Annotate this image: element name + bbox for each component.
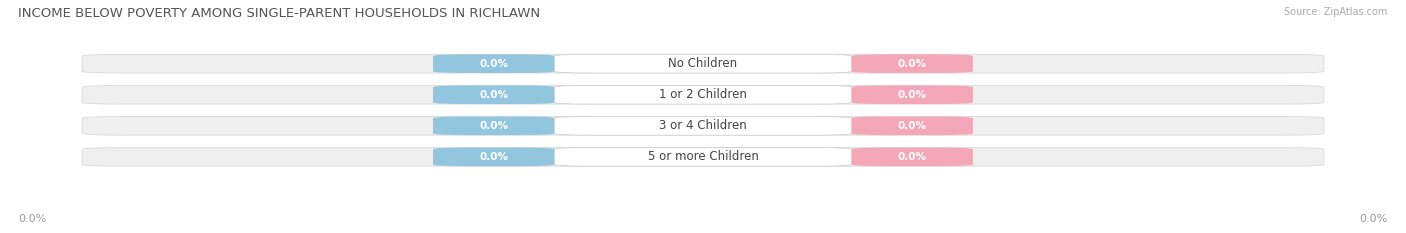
- Text: INCOME BELOW POVERTY AMONG SINGLE-PARENT HOUSEHOLDS IN RICHLAWN: INCOME BELOW POVERTY AMONG SINGLE-PARENT…: [18, 7, 540, 20]
- Text: 0.0%: 0.0%: [479, 59, 509, 69]
- Text: 0.0%: 0.0%: [897, 152, 927, 162]
- Text: 5 or more Children: 5 or more Children: [648, 150, 758, 163]
- FancyBboxPatch shape: [82, 147, 1324, 166]
- FancyBboxPatch shape: [554, 116, 852, 135]
- Text: 0.0%: 0.0%: [897, 59, 927, 69]
- FancyBboxPatch shape: [433, 86, 554, 104]
- Text: 0.0%: 0.0%: [897, 121, 927, 131]
- FancyBboxPatch shape: [433, 147, 554, 166]
- Text: No Children: No Children: [668, 57, 738, 70]
- FancyBboxPatch shape: [433, 54, 554, 73]
- FancyBboxPatch shape: [433, 116, 554, 135]
- Text: 3 or 4 Children: 3 or 4 Children: [659, 119, 747, 132]
- Text: 0.0%: 0.0%: [1360, 214, 1388, 224]
- Text: 0.0%: 0.0%: [479, 152, 509, 162]
- Text: 1 or 2 Children: 1 or 2 Children: [659, 88, 747, 101]
- Text: 0.0%: 0.0%: [479, 121, 509, 131]
- Text: 0.0%: 0.0%: [18, 214, 46, 224]
- Text: 0.0%: 0.0%: [897, 90, 927, 100]
- FancyBboxPatch shape: [554, 54, 852, 73]
- Text: Source: ZipAtlas.com: Source: ZipAtlas.com: [1284, 7, 1388, 17]
- FancyBboxPatch shape: [852, 147, 973, 166]
- FancyBboxPatch shape: [82, 54, 1324, 73]
- FancyBboxPatch shape: [82, 116, 1324, 135]
- FancyBboxPatch shape: [554, 86, 852, 104]
- FancyBboxPatch shape: [852, 116, 973, 135]
- Text: 0.0%: 0.0%: [479, 90, 509, 100]
- FancyBboxPatch shape: [82, 86, 1324, 104]
- FancyBboxPatch shape: [852, 86, 973, 104]
- FancyBboxPatch shape: [554, 147, 852, 166]
- FancyBboxPatch shape: [852, 54, 973, 73]
